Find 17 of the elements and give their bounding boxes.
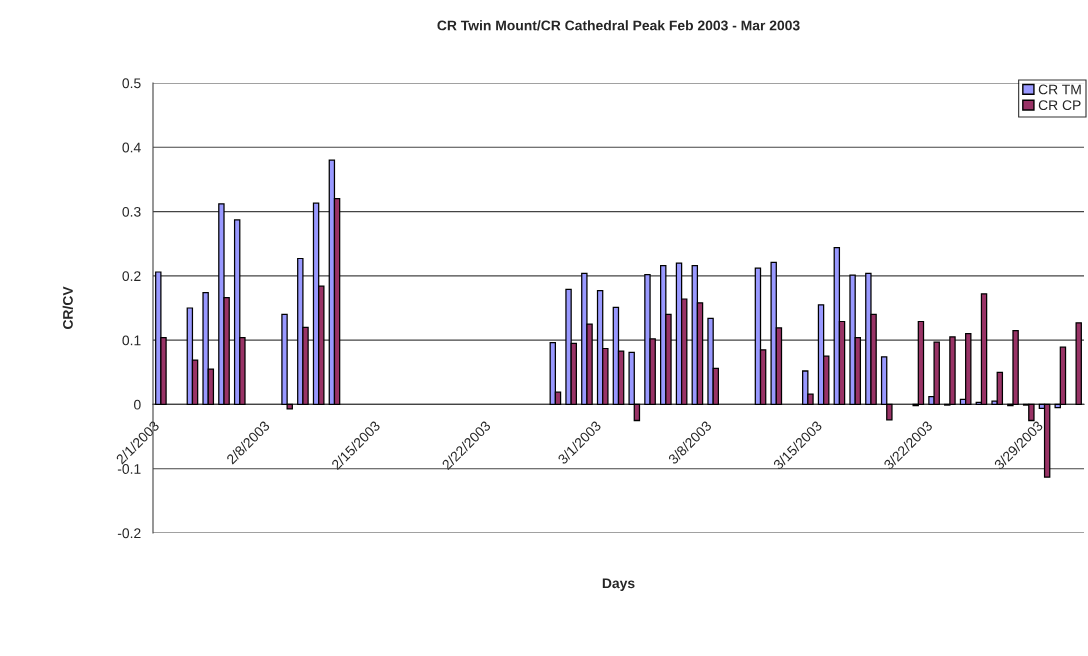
y-tick-label: 0 <box>134 399 141 410</box>
y-tick-label: -0.2 <box>117 528 141 539</box>
y-tick-label: 0.3 <box>122 206 141 217</box>
y-tick-label: 0.1 <box>122 335 141 346</box>
bar <box>1075 322 1082 406</box>
chart-title: CR Twin Mount/CR Cathedral Peak Feb 2003 - Mar 2003 <box>437 20 800 31</box>
y-tick-label: 0.2 <box>122 271 141 282</box>
y-tick-label: 0.4 <box>122 142 141 153</box>
legend-label: CR CP <box>1038 100 1081 111</box>
y-axis-title: CR/CV <box>62 286 73 330</box>
x-axis-title: Days <box>602 578 635 591</box>
bar <box>549 342 557 406</box>
bar <box>980 293 988 406</box>
y-tick-label: 0.5 <box>122 78 141 89</box>
y-tick-label: -0.1 <box>117 464 141 474</box>
bar <box>1043 403 1051 478</box>
legend-label: CR TM <box>1038 84 1081 95</box>
